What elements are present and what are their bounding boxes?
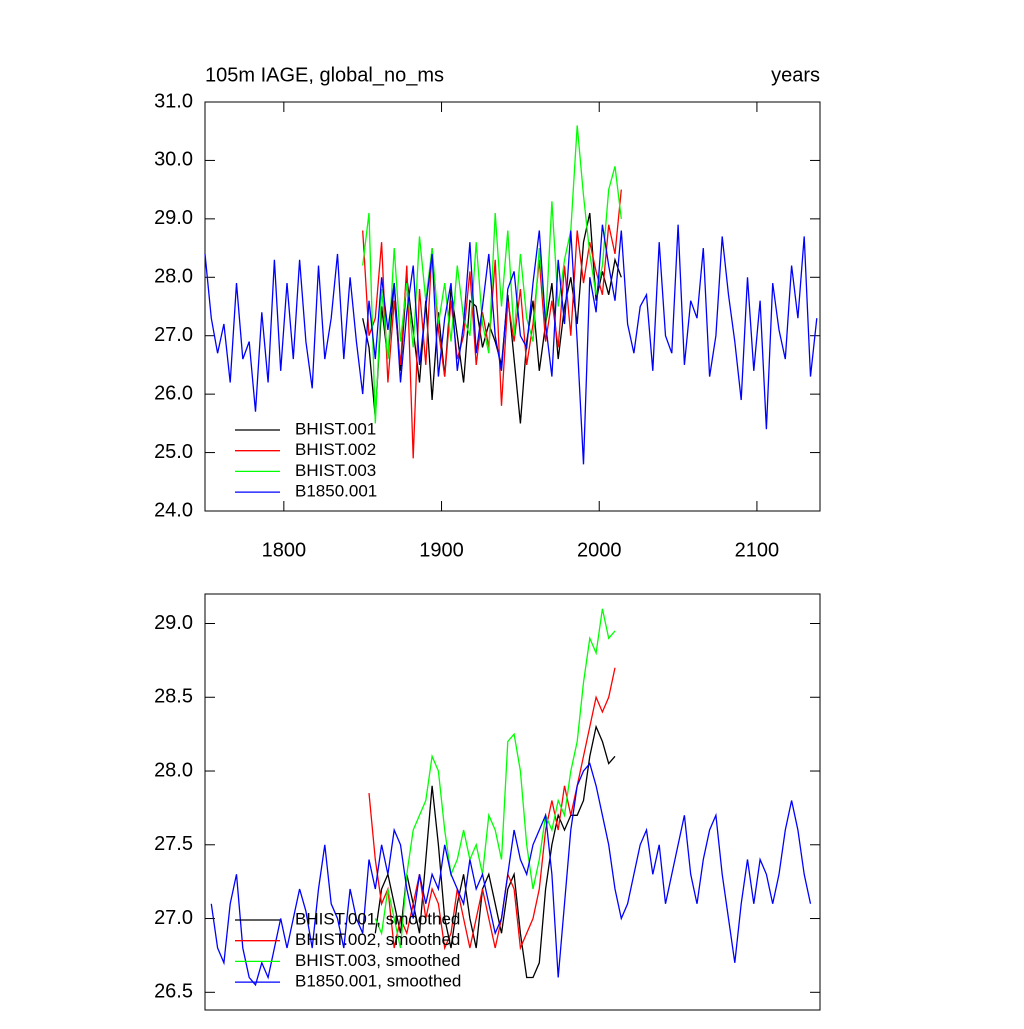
legend-label: BHIST.001 — [295, 419, 376, 438]
plot-frame — [204, 101, 821, 512]
y-tick-label: 30.0 — [154, 149, 193, 171]
legend-label: BHIST.002 — [295, 440, 376, 459]
y-tick-label: 26.0 — [154, 382, 193, 404]
series-line — [204, 224, 818, 465]
x-tick-label: 1800 — [262, 539, 307, 561]
x-tick-label: 2100 — [735, 539, 780, 561]
plot-frame — [204, 593, 821, 1011]
legend-label: BHIST.003, smoothed — [295, 951, 460, 970]
series-line — [368, 667, 616, 951]
y-tick-label: 29.0 — [154, 612, 193, 634]
legend-label: BHIST.003 — [295, 461, 376, 480]
series-line — [362, 212, 622, 424]
series-line — [374, 724, 616, 979]
series-line — [210, 762, 812, 987]
legend-label: BHIST.001, smoothed — [295, 909, 460, 928]
y-tick-label: 26.5 — [154, 981, 193, 1003]
units-label: years — [771, 64, 820, 86]
legend-label: B1850.001 — [295, 482, 377, 501]
y-tick-label: 27.5 — [154, 833, 193, 855]
y-tick-label: 28.0 — [154, 759, 193, 781]
y-tick-label: 24.0 — [154, 499, 193, 521]
y-tick-label: 27.0 — [154, 324, 193, 346]
series-line — [374, 608, 616, 949]
series-line — [362, 125, 622, 424]
legend-label: B1850.001, smoothed — [295, 972, 461, 991]
x-tick-label: 1900 — [419, 539, 464, 561]
x-tick-label: 2000 — [577, 539, 622, 561]
y-tick-label: 27.0 — [154, 907, 193, 929]
y-tick-label: 25.0 — [154, 441, 193, 463]
y-tick-label: 29.0 — [154, 207, 193, 229]
legend-label: BHIST.002, smoothed — [295, 930, 460, 949]
y-tick-label: 28.5 — [154, 686, 193, 708]
y-tick-label: 31.0 — [154, 90, 193, 112]
chart-title: 105m IAGE, global_no_ms — [205, 64, 444, 86]
series-line — [362, 189, 622, 459]
y-tick-label: 28.0 — [154, 266, 193, 288]
